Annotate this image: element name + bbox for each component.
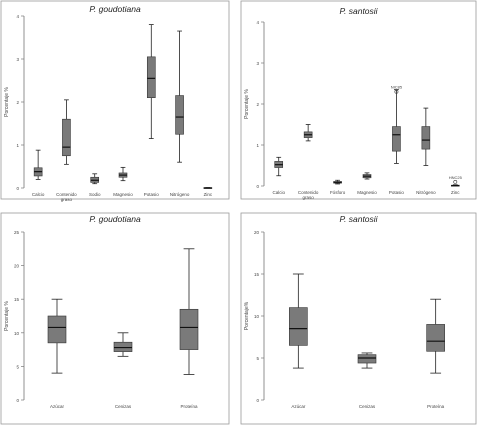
boxplot-svg: 0 5 10 15 20 Porcentaje% Azúcar Cenizas Proteína [240,212,477,425]
box-nitr-geno [421,107,431,166]
box-nitr-geno [175,30,184,163]
iqr-box [62,118,71,157]
x-tick-label: Sodio [89,192,101,197]
iqr-box [146,56,156,98]
x-tick-label: Magnesio [357,190,377,195]
box-az-car [47,298,67,374]
x-tick-label: Calcio [272,190,285,195]
outlier-label: NIC85 [391,85,403,90]
y-tick-label: 20 [254,230,260,235]
box-contenido-graso [303,124,313,142]
iqr-box [357,354,377,364]
panel-frame [240,0,477,200]
boxplot-panel-composition-santosii: P. santosii 0 5 10 15 20 Porcentaje% Azúcar Cen… [240,212,477,425]
y-tick-label: 1 [16,143,19,148]
box-zinc [450,184,460,187]
y-tick-label: 15 [254,272,260,277]
panel-title: P. goudotiana [89,4,141,14]
y-tick-label: 4 [16,14,19,19]
iqr-box [179,308,199,350]
panel-frame [0,212,230,425]
box-zinc [203,187,213,189]
y-tick-label: 5 [256,356,259,361]
boxplot-panel-minerals-goudotiana: P. goudotiana 0 1 2 3 4 Porcentaje % Calcio Con… [0,0,230,202]
box-prote-na [426,298,445,374]
y-tick-label: 5 [16,364,19,369]
x-tick-label: Zinc [451,190,460,195]
y-tick-label: 0 [256,184,259,189]
y-tick-label: 3 [16,57,19,62]
y-tick-label: 4 [256,20,259,25]
x-tick-label: Calcio [32,192,45,197]
box-contenido-graso [62,99,71,165]
y-tick-label: 3 [256,61,259,66]
box-az-car [289,273,308,369]
box-magnesio [118,166,128,182]
y-tick-label: 0 [16,186,19,191]
boxplot-panel-composition-goudotiana: P. goudotiana 0 5 10 15 20 25 Porcentaje % Azúc… [0,212,230,425]
iqr-box [47,315,67,344]
y-tick-label: 2 [256,102,259,107]
panel-title: P. santosii [339,214,378,224]
x-tick-label: Potasio [144,192,160,197]
y-tick-label: 1 [256,143,259,148]
x-tick-label: Potasio [389,190,405,195]
panel-frame [240,212,477,425]
panel-title: P. santosii [339,6,378,16]
x-tick-label: Nitrógeno [416,190,436,195]
y-axis-label: Porcentaje % [244,89,250,119]
boxplot-panel-minerals-santosii: P. santosii 0 1 2 3 4 Porcentaje % Calcio Conte… [240,0,477,200]
x-tick-label: Contenido [298,190,319,195]
x-tick-label: Cenizas [359,404,376,409]
outlier-label: HNC25 [449,175,463,180]
x-tick-label: Magnesio [113,192,133,197]
x-tick-label: Contenido [56,192,77,197]
y-tick-label: 20 [14,264,20,269]
x-tick-label: Proteína [427,404,445,409]
box-magnesio [362,172,372,180]
y-tick-label: 25 [14,230,20,235]
y-axis-label: Porcentaje% [244,301,250,330]
box-potasio [146,24,156,139]
y-axis-label: Porcentaje % [4,301,10,331]
panel-title: P. goudotiana [89,214,141,224]
y-tick-label: 15 [14,297,20,302]
iqr-box [175,95,184,135]
y-tick-label: 2 [16,100,19,105]
x-tick-label: Azúcar [50,404,65,409]
y-tick-label: 10 [14,331,20,336]
boxplot-svg: 0 5 10 15 20 25 Porcentaje % Azúcar Cenizas Prote… [0,212,230,425]
box-cenizas [113,332,133,357]
box-potasio [392,89,401,164]
x-tick-label: Proteína [180,404,198,409]
box-calcio [33,149,43,180]
panel-frame [0,0,230,200]
iqr-box [392,126,401,152]
iqr-box [113,341,133,352]
y-tick-label: 10 [254,314,260,319]
outlier-point [453,179,458,184]
box-sodio [90,173,100,185]
box-prote-na [179,248,199,375]
x-tick-label: Azúcar [291,404,306,409]
box-f-sforo [333,179,342,185]
x-tick-label: Nitrógeno [170,192,190,197]
x-tick-label: graso [61,197,73,202]
y-tick-label: 0 [256,398,259,403]
y-axis-label: Porcentaje % [4,87,10,117]
x-tick-label: graso [303,195,315,200]
outlier-point [394,89,399,94]
box-calcio [274,156,284,177]
box-cenizas [357,352,377,369]
iqr-box [421,126,431,150]
y-tick-label: 0 [16,398,19,403]
x-tick-label: Cenizas [115,404,132,409]
x-tick-label: Zinc [204,192,213,197]
iqr-box [289,307,308,346]
iqr-box [426,324,445,352]
x-tick-label: Fósforo [330,190,346,195]
